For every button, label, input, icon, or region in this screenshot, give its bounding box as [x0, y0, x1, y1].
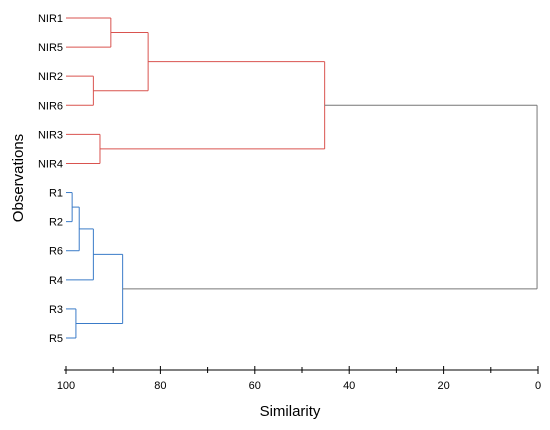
- leaf-label-nir6: NIR6: [38, 100, 63, 112]
- x-tick-label-40: 40: [343, 380, 355, 392]
- y-axis-title: Observations: [10, 134, 27, 222]
- x-tick-label-100: 100: [57, 380, 75, 392]
- leaf-label-nir4: NIR4: [38, 158, 63, 170]
- leaf-label-r3: R3: [49, 304, 63, 316]
- x-axis: 100 80 60 40 20 0: [57, 366, 541, 392]
- x-ticks: 100 80 60 40 20 0: [57, 366, 541, 392]
- leaf-label-nir1: NIR1: [38, 13, 63, 25]
- leaf-label-r1: R1: [49, 188, 63, 200]
- leaf-labels: NIR1 NIR5 NIR2 NIR6 NIR3 NIR4 R1 R2 R6 R4 R3 R5: [38, 13, 63, 345]
- x-tick-label-20: 20: [437, 380, 449, 392]
- leaf-label-nir5: NIR5: [38, 42, 63, 54]
- x-tick-label-60: 60: [249, 380, 261, 392]
- leaf-label-nir2: NIR2: [38, 71, 63, 83]
- leaf-label-r5: R5: [49, 333, 63, 345]
- x-axis-title: Similarity: [260, 403, 321, 420]
- leaf-label-r4: R4: [49, 275, 63, 287]
- x-tick-label-80: 80: [154, 380, 166, 392]
- x-tick-label-0: 0: [535, 380, 541, 392]
- leaf-label-nir3: NIR3: [38, 129, 63, 141]
- dendrogram-links: [66, 17, 538, 339]
- leaf-label-r6: R6: [49, 246, 63, 258]
- leaf-label-r2: R2: [49, 217, 63, 229]
